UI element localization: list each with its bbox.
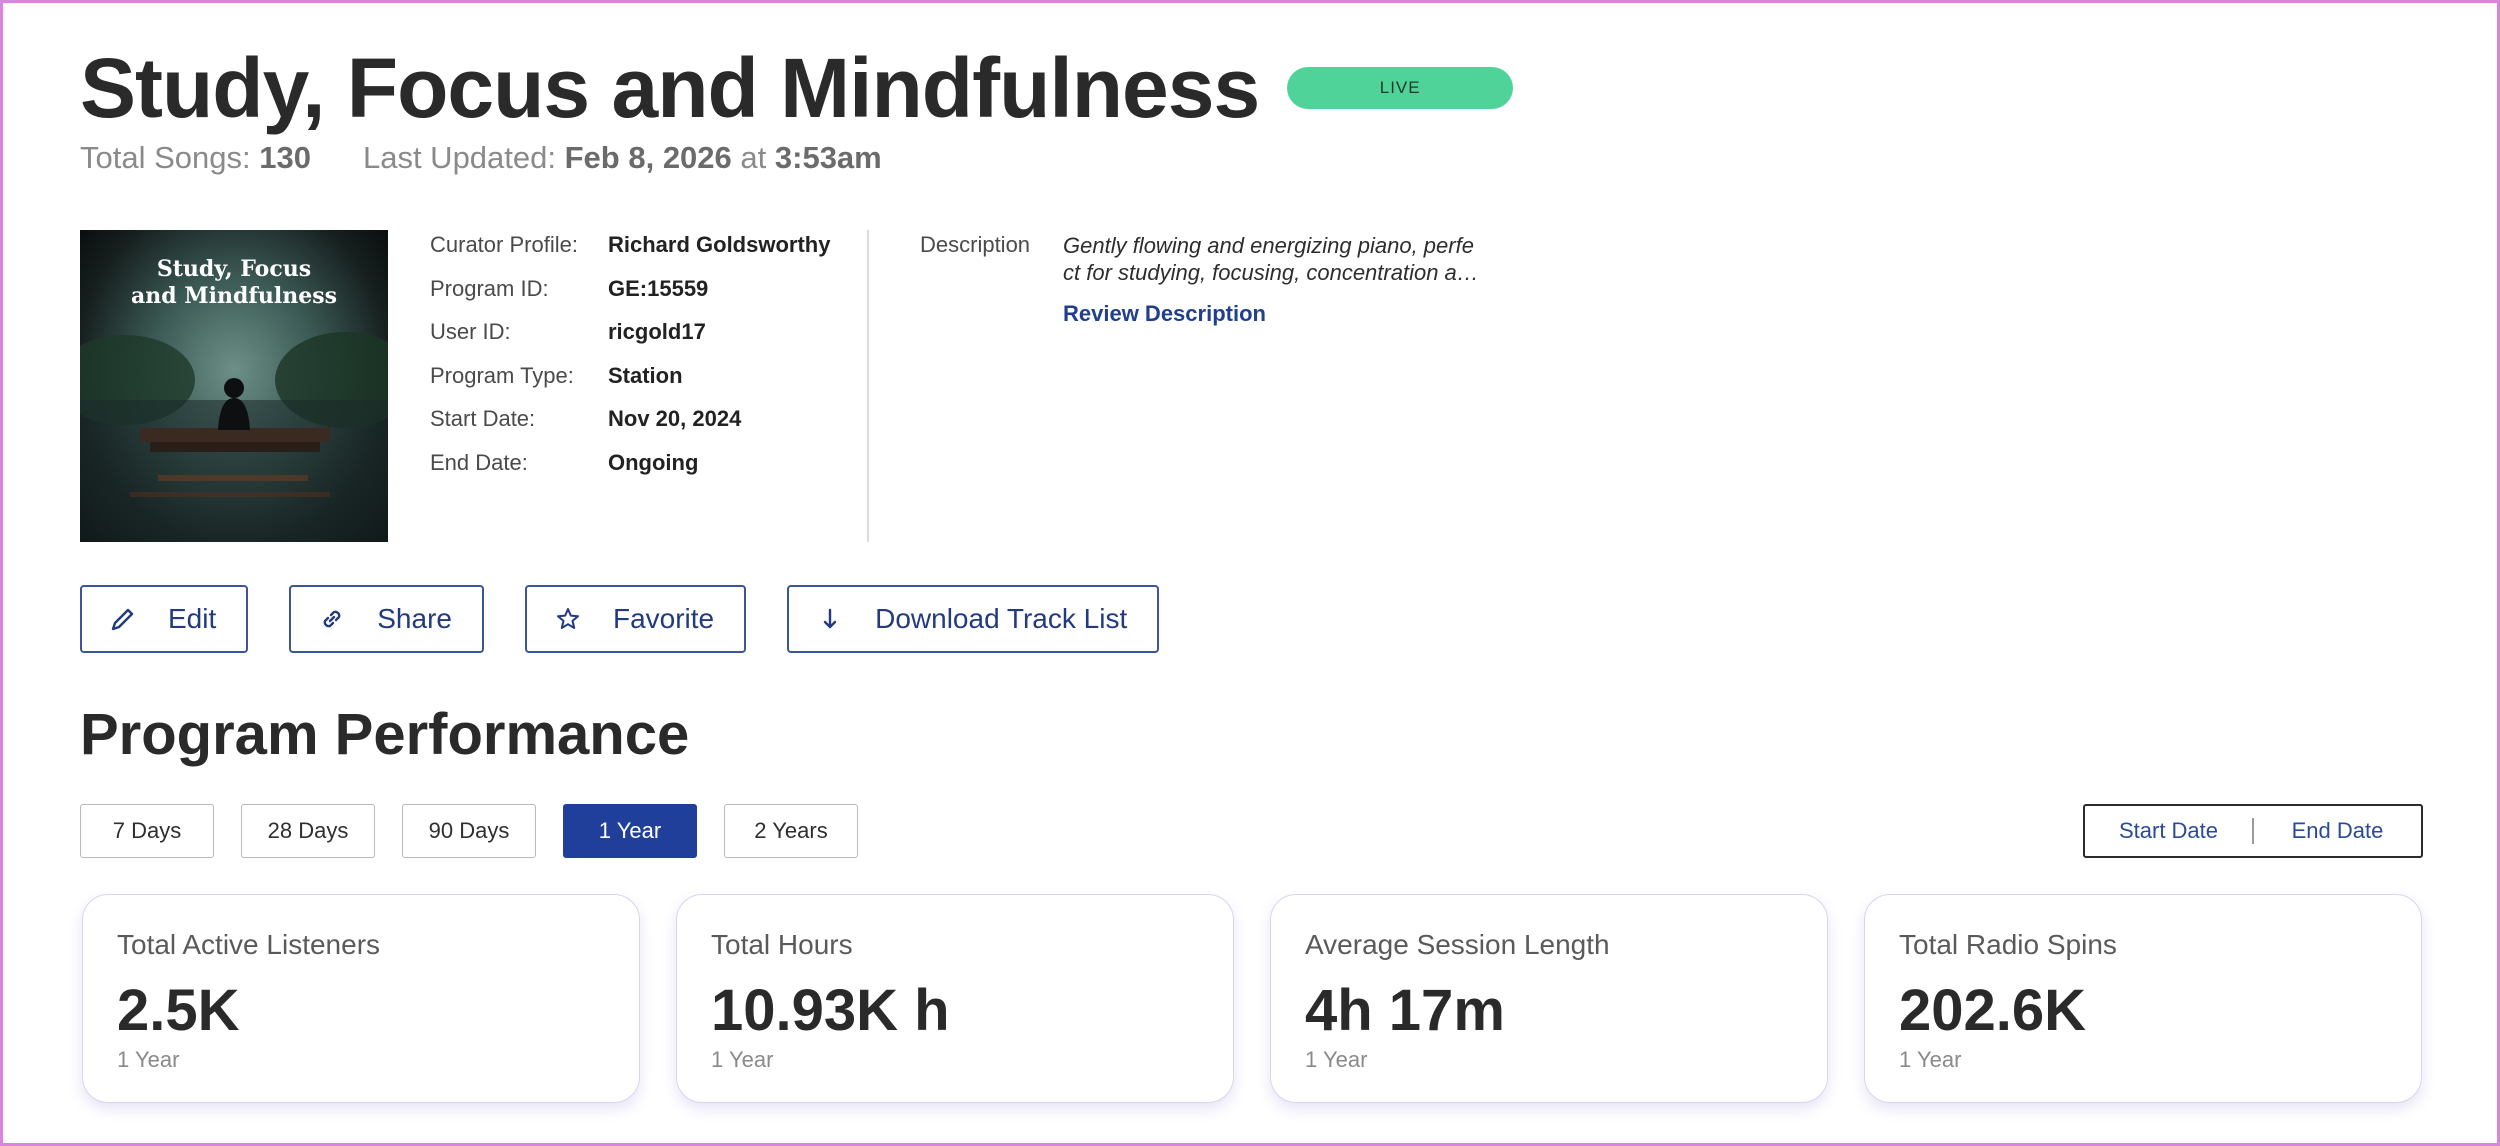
user-id-value: ricgold17 [608,319,706,344]
start-date-label: Start Date: [430,406,536,431]
last-updated-at: at [740,140,767,175]
page-title: Study, Focus and Mindfulness [80,41,1260,135]
last-updated-label: Last Updated: [362,140,556,175]
program-type-label: Program Type: [430,362,574,388]
end-date-value: Ongoing [608,449,699,475]
detail-row: User ID: ricgold17 [430,319,830,363]
details-divider [867,230,869,542]
curator-profile-label: Curator Profile: [430,232,578,257]
end-date-label: End Date: [430,449,528,475]
metric-card-total-radio-spins: Total Radio Spins 202.6K 1 Year [1864,894,2422,1103]
metric-period: 1 Year [1899,1047,1962,1072]
metric-period: 1 Year [1305,1047,1368,1072]
metric-label: Total Radio Spins [1899,929,2117,960]
detail-row: Program ID: GE:15559 [430,276,830,320]
star-icon [553,604,583,634]
program-details: Curator Profile: Richard Goldsworthy Pro… [430,232,830,493]
time-range-selector: 7 Days 28 Days 90 Days 1 Year 2 Years [80,804,885,858]
range-90-days[interactable]: 90 Days [402,804,536,858]
curator-profile-value: Richard Goldsworthy [608,232,831,257]
metric-label: Average Session Length [1305,929,1610,960]
metric-period: 1 Year [711,1047,774,1072]
total-songs-value: 130 [259,140,311,175]
download-track-list-label: Download Track List [875,603,1128,634]
total-songs-label: Total Songs: [80,140,251,175]
last-updated-date: Feb 8, 2026 [564,140,732,175]
action-bar: Edit Share Favorite Download Track List [80,585,1200,653]
metric-value: 2.5K [117,978,240,1043]
range-7-days[interactable]: 7 Days [80,804,214,858]
range-1-year[interactable]: 1 Year [563,804,697,858]
end-date-input[interactable]: End Date [2291,818,2384,843]
start-date-input[interactable]: Start Date [2118,818,2219,843]
metric-value: 202.6K [1899,978,2087,1043]
section-title: Program Performance [80,702,690,767]
user-id-label: User ID: [430,319,511,344]
program-id-value: GE:15559 [608,275,709,301]
description-text: Gently flowing and energizing piano, per… [1063,233,1479,285]
cover-title: Study, Focus and Mindfulness [131,256,337,309]
last-updated-time: 3:53am [774,140,882,175]
share-button-label: Share [377,603,452,634]
program-meta: Total Songs: 130 Last Updated: Feb 8, 20… [80,140,882,176]
metric-card-average-session-length: Average Session Length 4h 17m 1 Year [1270,894,1828,1103]
share-button[interactable]: Share [289,585,484,653]
metric-label: Total Hours [711,929,853,960]
metric-card-total-hours: Total Hours 10.93K h 1 Year [676,894,1234,1103]
program-id-label: Program ID: [430,275,549,301]
detail-row: End Date: Ongoing [430,450,830,494]
edit-button[interactable]: Edit [80,585,249,653]
program-type-value: Station [608,362,683,388]
metric-cards: Total Active Listeners 2.5K 1 Year Total… [82,894,2422,1103]
program-cover-art: Study, Focus and Mindfulness [80,230,388,542]
description-label: Description [920,232,1031,257]
range-28-days[interactable]: 28 Days [241,804,375,858]
edit-button-label: Edit [168,603,217,634]
date-range-picker: Start Date End Date [2083,804,2423,858]
title-row: Study, Focus and Mindfulness LIVE [80,38,1514,138]
metric-card-active-listeners: Total Active Listeners 2.5K 1 Year [82,894,640,1103]
status-badge: LIVE [1287,67,1514,109]
cover-landscape-image [80,332,388,542]
detail-row: Curator Profile: Richard Goldsworthy [430,232,830,276]
metric-value: 4h 17m [1305,978,1505,1043]
review-description-link[interactable]: Review Description [1063,301,1266,326]
download-arrow-icon [815,604,845,634]
download-track-list-button[interactable]: Download Track List [787,585,1160,653]
date-range-separator [2252,818,2254,844]
detail-row: Program Type: Station [430,363,830,407]
metric-period: 1 Year [117,1047,180,1072]
detail-row: Start Date: Nov 20, 2024 [430,406,830,450]
favorite-button[interactable]: Favorite [524,585,747,653]
link-icon [317,604,347,634]
start-date-value: Nov 20, 2024 [608,406,742,431]
range-2-years[interactable]: 2 Years [724,804,858,858]
favorite-button-label: Favorite [612,603,715,634]
metric-label: Total Active Listeners [117,929,381,960]
metric-value: 10.93K h [711,978,950,1043]
pencil-icon [108,604,138,634]
